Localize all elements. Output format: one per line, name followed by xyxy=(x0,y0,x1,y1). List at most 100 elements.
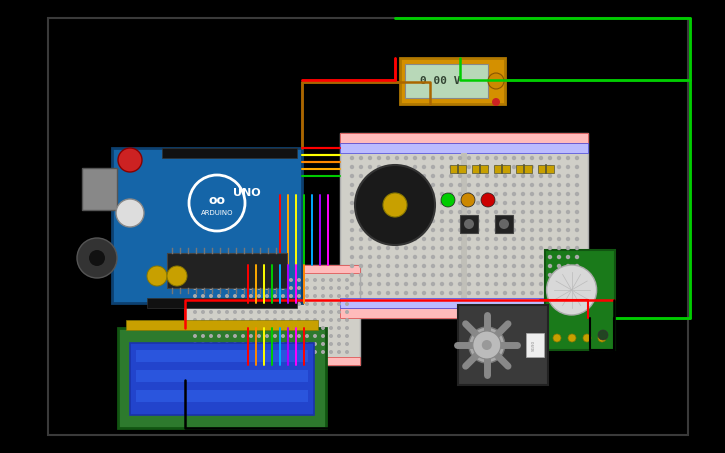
Circle shape xyxy=(386,174,390,178)
Circle shape xyxy=(512,174,516,178)
Circle shape xyxy=(233,278,237,282)
Circle shape xyxy=(557,255,561,259)
Circle shape xyxy=(368,201,372,205)
Circle shape xyxy=(345,342,349,346)
Circle shape xyxy=(377,255,381,259)
Circle shape xyxy=(345,334,349,338)
Circle shape xyxy=(404,219,408,223)
Circle shape xyxy=(321,350,325,354)
Bar xyxy=(82,168,117,210)
Circle shape xyxy=(404,273,408,277)
Circle shape xyxy=(383,193,407,217)
Circle shape xyxy=(395,201,399,205)
Circle shape xyxy=(273,310,277,314)
Circle shape xyxy=(209,342,213,346)
Circle shape xyxy=(297,334,301,338)
Circle shape xyxy=(265,350,269,354)
Circle shape xyxy=(476,174,480,178)
Circle shape xyxy=(359,264,363,268)
Circle shape xyxy=(467,219,471,223)
Circle shape xyxy=(377,273,381,277)
Circle shape xyxy=(217,350,221,354)
Circle shape xyxy=(257,342,261,346)
Circle shape xyxy=(422,228,426,232)
Circle shape xyxy=(395,210,399,214)
Circle shape xyxy=(557,246,561,250)
Circle shape xyxy=(512,228,516,232)
Circle shape xyxy=(193,318,197,322)
Circle shape xyxy=(193,302,197,306)
Circle shape xyxy=(431,291,435,295)
Circle shape xyxy=(566,237,570,241)
Circle shape xyxy=(449,273,453,277)
Circle shape xyxy=(395,165,399,169)
Bar xyxy=(461,153,467,298)
Circle shape xyxy=(566,228,570,232)
Circle shape xyxy=(566,291,570,295)
Circle shape xyxy=(422,192,426,196)
Circle shape xyxy=(329,318,333,322)
Circle shape xyxy=(457,219,463,223)
Circle shape xyxy=(467,255,471,259)
Circle shape xyxy=(305,278,309,282)
Circle shape xyxy=(440,201,444,205)
Circle shape xyxy=(289,334,293,338)
Circle shape xyxy=(441,193,455,207)
Circle shape xyxy=(539,291,543,295)
Circle shape xyxy=(485,237,489,241)
Circle shape xyxy=(386,156,390,160)
Circle shape xyxy=(337,342,341,346)
Circle shape xyxy=(492,98,500,106)
Circle shape xyxy=(225,350,229,354)
Circle shape xyxy=(404,291,408,295)
Circle shape xyxy=(512,201,516,205)
Circle shape xyxy=(467,156,471,160)
Circle shape xyxy=(257,286,261,290)
Circle shape xyxy=(209,302,213,306)
Circle shape xyxy=(548,255,552,259)
Circle shape xyxy=(413,210,417,214)
Circle shape xyxy=(395,273,399,277)
Circle shape xyxy=(512,255,516,259)
Circle shape xyxy=(209,350,213,354)
Circle shape xyxy=(575,192,579,196)
Circle shape xyxy=(457,192,463,196)
Circle shape xyxy=(457,291,463,295)
Circle shape xyxy=(265,286,269,290)
Circle shape xyxy=(241,278,245,282)
Circle shape xyxy=(557,273,561,277)
Circle shape xyxy=(512,219,516,223)
Circle shape xyxy=(359,219,363,223)
Circle shape xyxy=(404,201,408,205)
Circle shape xyxy=(530,183,534,187)
Circle shape xyxy=(345,318,349,322)
Circle shape xyxy=(349,192,355,196)
Circle shape xyxy=(512,264,516,268)
Circle shape xyxy=(257,350,261,354)
Circle shape xyxy=(476,192,480,196)
Circle shape xyxy=(457,165,463,169)
Circle shape xyxy=(467,237,471,241)
Circle shape xyxy=(368,219,372,223)
Circle shape xyxy=(201,310,205,314)
Circle shape xyxy=(440,165,444,169)
Circle shape xyxy=(482,340,492,350)
Circle shape xyxy=(512,210,516,214)
Circle shape xyxy=(467,246,471,250)
Circle shape xyxy=(225,326,229,330)
Circle shape xyxy=(257,278,261,282)
Circle shape xyxy=(395,246,399,250)
Circle shape xyxy=(431,183,435,187)
Circle shape xyxy=(503,264,508,268)
Circle shape xyxy=(241,286,245,290)
Circle shape xyxy=(548,282,552,286)
Circle shape xyxy=(503,219,508,223)
Circle shape xyxy=(449,183,453,187)
Circle shape xyxy=(494,219,498,223)
Circle shape xyxy=(422,291,426,295)
Circle shape xyxy=(281,350,285,354)
Circle shape xyxy=(530,282,534,286)
Circle shape xyxy=(476,246,480,250)
Circle shape xyxy=(305,310,309,314)
Circle shape xyxy=(175,321,181,327)
